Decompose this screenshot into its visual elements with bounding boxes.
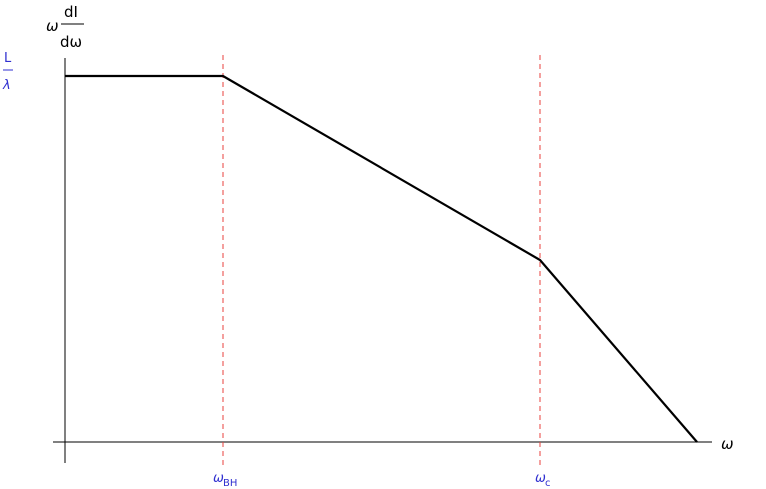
spectrum-curve	[65, 74, 698, 443]
marker-label-c-symbol: ω	[535, 471, 546, 486]
plateau-level-label: L λ	[2, 51, 13, 93]
plateau-label-numerator: L	[4, 51, 12, 66]
marker-label-c-subscript: c	[545, 478, 551, 489]
y-axis-label-numerator: dI	[64, 3, 78, 21]
marker-label-bh-subscript: BH	[223, 478, 237, 489]
y-axis-label-prefix: ω	[46, 17, 59, 35]
x-axis-label: ω	[721, 435, 734, 453]
marker-label-bh: ω BH	[213, 471, 237, 489]
y-axis-label: ω dI dω	[46, 3, 84, 51]
marker-label-c: ω c	[535, 471, 551, 489]
plateau-label-denominator: λ	[2, 78, 11, 93]
y-axis-label-denominator: dω	[60, 33, 82, 51]
marker-label-bh-symbol: ω	[213, 471, 224, 486]
